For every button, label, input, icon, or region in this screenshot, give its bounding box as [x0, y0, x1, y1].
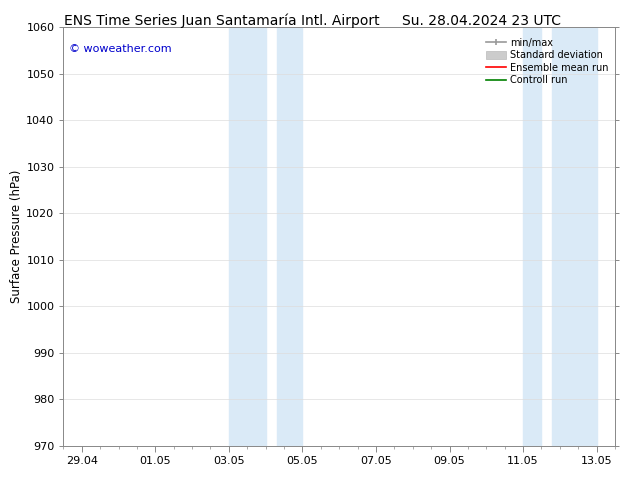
Bar: [276, 27, 302, 446]
Bar: [229, 27, 266, 446]
Text: © woweather.com: © woweather.com: [69, 44, 172, 54]
Text: Su. 28.04.2024 23 UTC: Su. 28.04.2024 23 UTC: [403, 14, 561, 28]
Bar: [552, 27, 597, 446]
Y-axis label: Surface Pressure (hPa): Surface Pressure (hPa): [11, 170, 23, 303]
Bar: [523, 27, 541, 446]
Title: ENS Time Series Juan Santamaría Intl. Airport      Su. 28.04.2024 23 UTC: ENS Time Series Juan Santamaría Intl. Ai…: [0, 489, 1, 490]
Text: ENS Time Series Juan Santamaría Intl. Airport: ENS Time Series Juan Santamaría Intl. Ai…: [64, 14, 380, 28]
Legend: min/max, Standard deviation, Ensemble mean run, Controll run: min/max, Standard deviation, Ensemble me…: [484, 36, 610, 87]
